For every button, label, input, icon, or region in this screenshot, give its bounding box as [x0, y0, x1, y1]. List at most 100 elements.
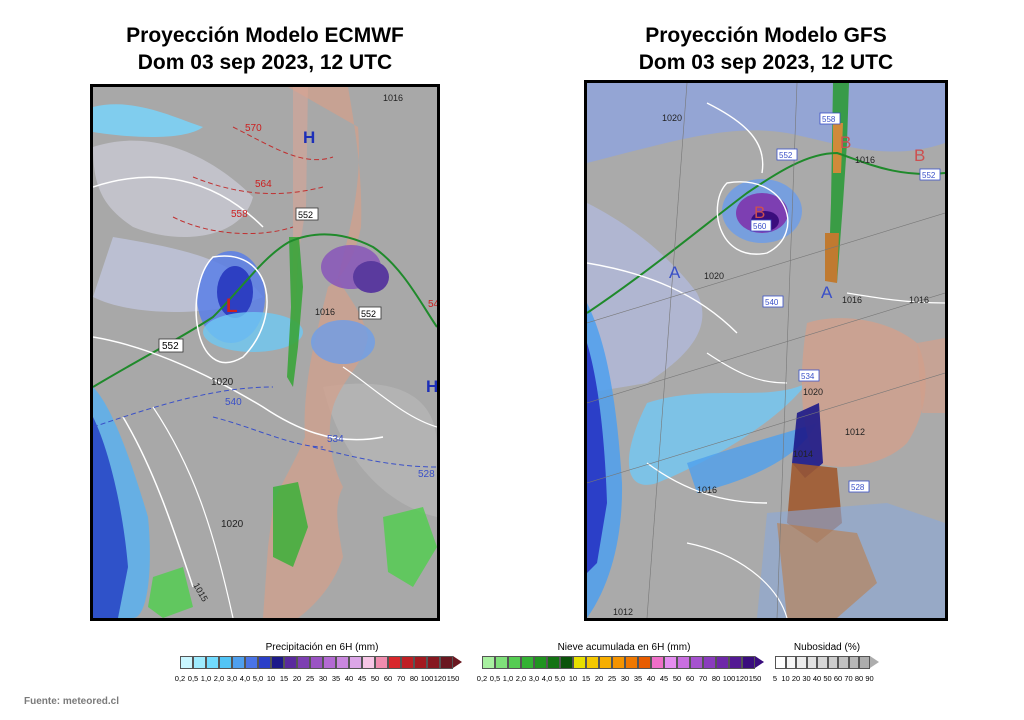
precip-scale-swatch: [349, 656, 362, 669]
snow-scale-tick-label: 1,0: [502, 674, 514, 683]
cloud-scale-tick-label: 10: [781, 674, 790, 683]
cloud-scale-tick-label: 90: [865, 674, 874, 683]
precip-scale-swatch: [310, 656, 323, 669]
cloud-scale-swatch: [775, 656, 786, 669]
ecmwf-high-pressure-label: H: [303, 128, 315, 147]
gfs-geopotential-box-552-east: 552: [922, 171, 936, 180]
snow-scale-swatch: [638, 656, 651, 669]
snow-scale-tick-label: 40: [646, 674, 656, 683]
cloud-scale-swatch: [806, 656, 817, 669]
ecmwf-contour-label-546: 546: [428, 299, 437, 310]
precip-scale-arrow: [453, 656, 462, 668]
snow-scale-swatch: [534, 656, 547, 669]
cloud-legend-title: Nubosidad (%): [793, 642, 861, 653]
precip-scale-tick-label: 20: [292, 674, 302, 683]
snow-scale-tick-label: 45: [659, 674, 669, 683]
precip-scale-swatch: [284, 656, 297, 669]
precip-scale-tick-label: 4,0: [239, 674, 251, 683]
snow-scale-tick-label: 25: [607, 674, 617, 683]
snow-scale-swatch: [742, 656, 755, 669]
cloud-scale-swatch: [848, 656, 859, 669]
cloud-scale-tick-label: 60: [833, 674, 843, 683]
snow-scale-tick-label: 0,2: [476, 674, 488, 683]
ecmwf-forecast-map: H H L 570 564 558 546 552 552 552 540 53…: [90, 84, 440, 621]
ecmwf-low-pressure-label: L: [226, 296, 238, 317]
cloud-scale-tick-label: 70: [844, 674, 853, 683]
snow-scale-tick-label: 35: [633, 674, 643, 683]
gfs-low-pressure-label-north: B: [840, 133, 851, 152]
gfs-isobar-label-1016-b: 1016: [909, 295, 929, 305]
ecmwf-isobar-label-1020: 1020: [211, 377, 234, 388]
precip-scale-swatch: [375, 656, 388, 669]
snow-scale-tick-label: 3,0: [528, 674, 540, 683]
snow-scale-swatch: [521, 656, 534, 669]
snow-scale-swatch: [664, 656, 677, 669]
precip-scale-tick-label: 0,5: [187, 674, 199, 683]
snow-scale-tick-label: 10: [568, 674, 578, 683]
precip-legend-title: Precipitación en 6H (mm): [265, 642, 379, 653]
gfs-isobar-label-1020: 1020: [704, 271, 724, 281]
ecmwf-contour-box-552-east: 552: [361, 309, 376, 319]
snow-scale-tick-label: 100: [722, 674, 736, 683]
gfs-isobar-label-1016-a: 1016: [842, 295, 862, 305]
snow-scale-swatch: [716, 656, 729, 669]
precip-scale-swatch: [440, 656, 453, 669]
cloud-scale-swatch: [827, 656, 838, 669]
snow-scale-tick-label: 4,0: [541, 674, 553, 683]
gfs-forecast-map: B B B A A 1020 1020 1016 1016 1016 1016 …: [584, 80, 948, 621]
precip-scale-swatch: [323, 656, 336, 669]
gfs-geopotential-box-552: 552: [779, 151, 793, 160]
precip-scale-tick-label: 5,0: [252, 674, 264, 683]
precip-scale-swatch: [427, 656, 440, 669]
gfs-high-pressure-label-west: A: [669, 263, 681, 282]
snow-scale-swatch: [599, 656, 612, 669]
source-credit: Fuente: meteored.cl: [24, 696, 120, 707]
precip-scale-ticks: 0,2 0,5 1,0 2,0 3,0 4,0 5,0 10 15 20 25 30 35 40 45 50 6…: [175, 674, 464, 686]
snow-scale-tick-label: 30: [620, 674, 630, 683]
snow-scale-tick-label: 70: [698, 674, 708, 683]
ecmwf-contour-label-570: 570: [245, 123, 262, 134]
precip-scale-swatch: [193, 656, 206, 669]
gfs-low-pressure-label-center: B: [754, 203, 765, 222]
precip-scale-swatch: [258, 656, 271, 669]
snow-scale-swatch: [495, 656, 508, 669]
precip-scale-swatch: [401, 656, 414, 669]
snow-scale-tick-label: 120: [735, 674, 749, 683]
snow-scale-swatch: [508, 656, 521, 669]
ecmwf-isobar-label-1016: 1016: [315, 307, 335, 317]
ecmwf-title-date: Dom 03 sep 2023, 12 UTC: [137, 51, 393, 74]
snow-scale-swatch: [690, 656, 703, 669]
precip-scale-swatch: [232, 656, 245, 669]
precip-scale-tick-label: 120: [433, 674, 447, 683]
precip-scale-tick-label: 0,2: [174, 674, 186, 683]
precip-scale-swatch: [336, 656, 349, 669]
snow-scale-swatch: [586, 656, 599, 669]
gfs-geopotential-box-558: 558: [822, 115, 836, 124]
snow-scale-swatch: [677, 656, 690, 669]
snow-legend-title: Nieve acumulada en 6H (mm): [557, 642, 691, 653]
precip-scale-tick-label: 1,0: [200, 674, 212, 683]
ecmwf-contour-box-552-north: 552: [298, 210, 313, 220]
snow-scale-tick-label: 0,5: [489, 674, 501, 683]
gfs-title-model: Proyección Modelo GFS: [645, 24, 887, 47]
snow-scale-swatch: [625, 656, 638, 669]
gfs-panel-title: Proyección Modelo GFS Dom 03 sep 2023, 1…: [584, 22, 948, 76]
gfs-isobar-label-1020-c: 1020: [803, 387, 823, 397]
gfs-isobar-label-1012-a: 1012: [845, 427, 865, 437]
cloud-scale-swatch: [838, 656, 849, 669]
snow-scale-tick-label: 80: [711, 674, 721, 683]
gfs-geopotential-box-534: 534: [801, 372, 815, 381]
ecmwf-panel-title: Proyección Modelo ECMWF Dom 03 sep 2023,…: [90, 22, 440, 76]
precip-scale-tick-label: 45: [357, 674, 367, 683]
precip-scale-tick-label: 30: [318, 674, 328, 683]
cloud-scale-tick-label: 50: [823, 674, 832, 683]
precip-scale-swatch: [219, 656, 232, 669]
precip-scale-tick-label: 60: [383, 674, 393, 683]
ecmwf-contour-label-564: 564: [255, 179, 272, 190]
gfs-geopotential-box-528: 528: [851, 483, 865, 492]
precip-scale-swatch: [245, 656, 258, 669]
cloud-scale-swatch: [859, 656, 870, 669]
precip-scale-tick-label: 40: [344, 674, 354, 683]
gfs-map-graphic: B B B A A 1020 1020 1016 1016 1016 1016 …: [587, 83, 945, 618]
precip-scale-swatch: [414, 656, 427, 669]
